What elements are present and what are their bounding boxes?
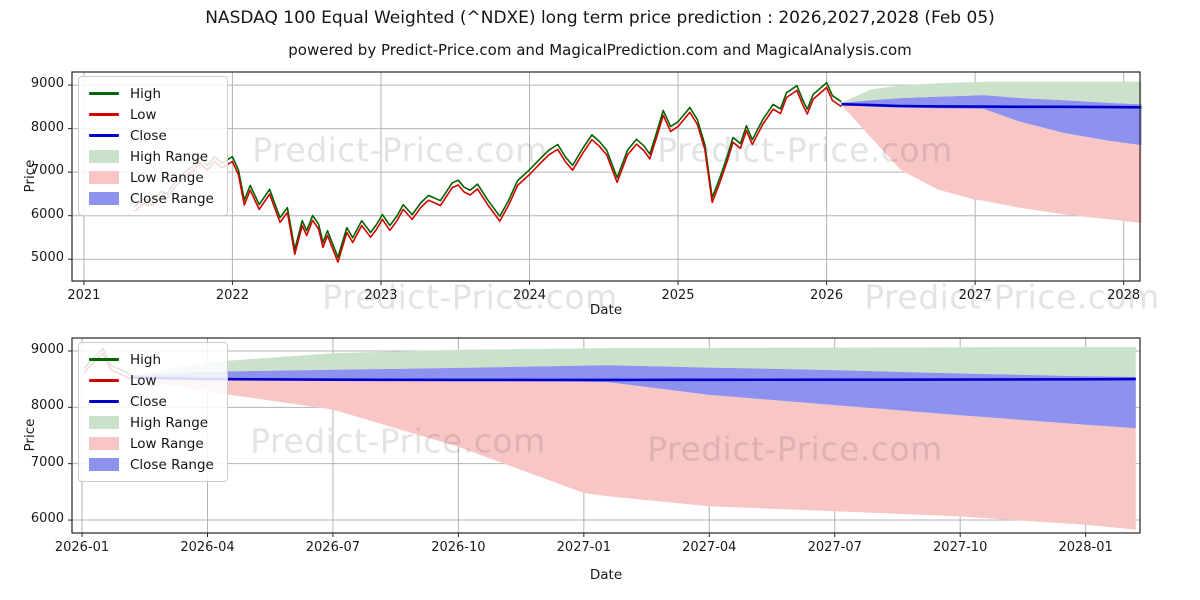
legend-item: Close Range [89, 189, 214, 208]
x-tick-label: 2023 [364, 288, 398, 303]
close-prediction-line [130, 376, 1136, 382]
plot-frame [71, 71, 1141, 282]
watermark-text: Predict-Price.com [647, 429, 943, 469]
legend-label: High Range [130, 148, 209, 165]
x-tick-label: 2026-07 [305, 540, 361, 555]
bottom-chart-plot [68, 337, 1141, 537]
legend-label: Close [130, 127, 167, 144]
legend-label: Close Range [130, 456, 214, 473]
page-title: NASDAQ 100 Equal Weighted (^NDXE) long t… [205, 8, 995, 28]
x-tick-label: 2025 [661, 288, 695, 303]
legend-swatch-line [89, 113, 119, 116]
legend-item: High [89, 350, 214, 369]
watermark-text: Predict-Price.com [250, 421, 546, 461]
x-tick-label: 2026-10 [431, 540, 486, 555]
legend-swatch-line [89, 92, 119, 95]
high-line [133, 81, 842, 259]
legend-label: High [130, 351, 162, 368]
y-tick-label: 5000 [30, 250, 64, 266]
legend-item: Low Range [89, 168, 214, 187]
y-tick-label: 8000 [30, 119, 64, 135]
legend-item: High [89, 84, 214, 103]
y-tick-label: 9000 [30, 341, 64, 357]
legend-item: Low Range [89, 434, 214, 453]
y-axis-label-bottom: Price [22, 418, 38, 452]
x-tick-label: 2027-04 [682, 540, 737, 555]
legend-swatch-patch [89, 416, 119, 429]
y-tick-label: 9000 [30, 76, 64, 92]
legend-label: Low [130, 106, 157, 123]
y-tick-label: 8000 [30, 398, 64, 414]
legend-label: Close Range [130, 190, 214, 207]
low-line [133, 86, 842, 263]
plot-frame [71, 337, 1141, 534]
legend-top-chart: High Low Close High Range Low Range Close Ran… [78, 76, 228, 216]
legend-item: High Range [89, 413, 214, 432]
legend-item: Low [89, 105, 214, 124]
legend-swatch-line [89, 400, 119, 403]
close-prediction-line [841, 102, 1142, 109]
legend-item: High Range [89, 147, 214, 166]
low-range-band [130, 378, 1136, 530]
legend-swatch-patch [89, 192, 119, 205]
page-subtitle: powered by Predict-Price.com and Magical… [288, 41, 912, 59]
x-tick-label: 2028 [1107, 288, 1141, 303]
legend-swatch-patch [89, 458, 119, 471]
x-tick-label: 2026 [810, 288, 844, 303]
legend-swatch-patch [89, 150, 119, 163]
legend-item: Low [89, 371, 214, 390]
x-tick-label: 2027-07 [807, 540, 862, 555]
legend-item: Close [89, 392, 214, 411]
legend-label: Low Range [130, 169, 204, 186]
x-tick-label: 2026-01 [54, 540, 110, 555]
x-tick-label: 2021 [67, 288, 101, 303]
x-tick-label: 2027-10 [933, 540, 988, 555]
x-tick-label: 2024 [512, 288, 547, 303]
legend-swatch-patch [89, 437, 119, 450]
watermark-text: Predict-Price.com [864, 277, 1160, 317]
watermark-text: Predict-Price.com [657, 130, 953, 170]
legend-bottom-chart: High Low Close High Range Low Range Close Ran… [78, 342, 228, 482]
legend-item: Close Range [89, 455, 214, 474]
x-tick-label: 2027 [958, 288, 992, 303]
x-axis-label-top: Date [589, 302, 623, 318]
x-axis-label-bottom: Date [589, 567, 623, 583]
x-tick-label: 2022 [215, 288, 249, 303]
low-range-band [841, 104, 1142, 224]
legend-label: Low Range [130, 435, 204, 452]
legend-swatch-line [89, 379, 119, 382]
legend-label: Low [130, 372, 157, 389]
legend-swatch-line [89, 134, 119, 137]
top-chart-plot [68, 71, 1142, 285]
x-tick-label: 2027-01 [556, 540, 611, 555]
legend-item: Close [89, 126, 214, 145]
y-tick-label: 7000 [30, 163, 64, 179]
legend-swatch-line [89, 358, 119, 361]
high-range-band [130, 347, 1136, 377]
high-range-band [841, 81, 1142, 105]
watermark-text: Predict-Price.com [252, 130, 548, 170]
legend-swatch-patch [89, 171, 119, 184]
close-range-band [130, 365, 1136, 429]
x-tick-label: 2026-04 [180, 540, 235, 555]
watermark-text: Predict-Price.com [322, 277, 618, 317]
x-tick-label: 2028-01 [1058, 540, 1113, 555]
y-tick-label: 6000 [30, 511, 64, 527]
y-tick-label: 6000 [30, 206, 64, 222]
legend-label: High Range [130, 414, 209, 431]
legend-label: Close [130, 393, 167, 410]
legend-label: High [130, 85, 162, 102]
y-tick-label: 7000 [30, 454, 64, 470]
